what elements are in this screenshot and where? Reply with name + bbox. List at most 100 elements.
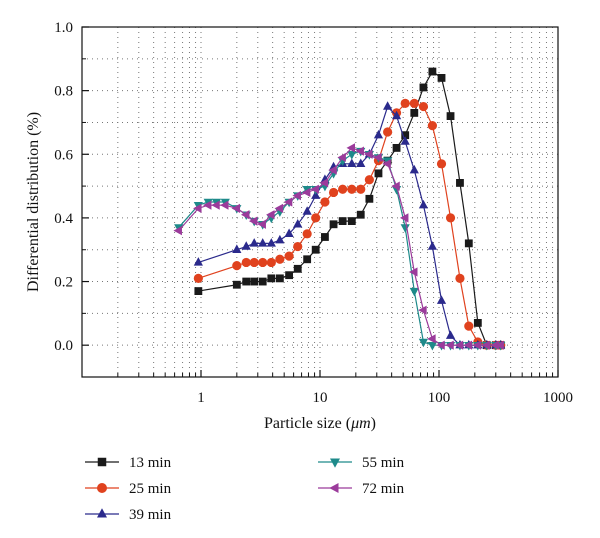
- legend-marker: [97, 508, 107, 518]
- data-point-25-min: [364, 175, 374, 185]
- data-point-13-min: [338, 217, 347, 226]
- legend-marker: [329, 483, 339, 493]
- legend-item-55-min: 55 min: [318, 455, 405, 471]
- data-point-72-min: [346, 143, 356, 153]
- grid: [82, 26, 558, 378]
- data-point-25-min: [356, 184, 366, 194]
- data-point-72-min: [193, 203, 202, 213]
- data-point-72-min: [240, 210, 250, 220]
- data-point-39-min: [383, 101, 393, 110]
- data-point-72-min: [418, 305, 427, 315]
- series-72-min: [173, 143, 504, 350]
- x-axis-label-suffix: ): [371, 415, 376, 432]
- series-line-39-min: [198, 105, 501, 346]
- data-point-39-min: [275, 234, 285, 244]
- data-point-25-min: [302, 229, 312, 239]
- y-tick-label: 0.4: [54, 211, 73, 227]
- series-line-55-min: [178, 150, 501, 346]
- data-point-72-min: [399, 213, 409, 223]
- y-tick-label: 0.0: [54, 338, 73, 354]
- y-axis-label: Differential distribution (%): [25, 112, 42, 292]
- data-point-25-min: [464, 321, 474, 331]
- data-point-13-min: [356, 210, 365, 219]
- legend: 13 min 25 min 39 min 55 min 72 min: [85, 455, 405, 523]
- data-point-55-min: [400, 224, 410, 233]
- legend-item-13-min: 13 min: [85, 455, 172, 471]
- data-point-72-min: [445, 340, 454, 350]
- data-point-25-min: [311, 213, 321, 223]
- data-point-39-min: [400, 136, 410, 145]
- data-point-39-min: [427, 241, 437, 250]
- data-point-72-min: [328, 165, 337, 175]
- data-point-39-min: [311, 190, 321, 199]
- data-point-13-min: [428, 67, 437, 76]
- axis-ticks: 1 10 100 1000 0.0 0.2 0.4 0.6 0.8 1.0: [54, 20, 573, 406]
- data-point-39-min: [302, 206, 312, 215]
- legend-label: 72 min: [362, 481, 405, 497]
- data-point-25-min: [400, 98, 410, 108]
- data-point-13-min: [374, 169, 383, 178]
- data-point-55-min: [409, 287, 419, 297]
- data-point-25-min: [455, 273, 465, 283]
- data-point-13-min: [242, 277, 251, 286]
- data-point-39-min: [241, 241, 251, 250]
- data-point-25-min: [328, 187, 339, 198]
- data-point-25-min: [241, 257, 251, 268]
- data-point-25-min: [445, 213, 456, 223]
- data-point-72-min: [310, 184, 319, 194]
- data-point-72-min: [231, 203, 241, 213]
- data-point-13-min: [194, 287, 203, 296]
- data-point-39-min: [356, 158, 366, 168]
- data-point-25-min: [249, 257, 259, 268]
- data-point-25-min: [293, 241, 303, 252]
- data-point-72-min: [274, 203, 284, 213]
- data-point-13-min: [311, 245, 320, 254]
- data-point-25-min: [284, 251, 294, 261]
- legend-label: 55 min: [362, 455, 405, 471]
- legend-label: 13 min: [129, 455, 172, 471]
- data-point-72-min: [202, 200, 212, 210]
- data-point-55-min: [418, 338, 429, 348]
- data-point-25-min: [258, 257, 268, 268]
- data-point-72-min: [319, 178, 329, 188]
- data-point-13-min: [365, 194, 374, 203]
- series-group: [173, 67, 506, 351]
- data-point-13-min: [473, 318, 482, 327]
- legend-item-25-min: 25 min: [85, 481, 172, 497]
- data-point-72-min: [373, 152, 382, 163]
- x-axis-label-unit: μm: [350, 415, 371, 432]
- data-point-13-min: [303, 255, 312, 264]
- data-point-25-min: [383, 127, 393, 137]
- data-point-25-min: [266, 257, 276, 268]
- data-point-25-min: [193, 273, 203, 283]
- y-tick-label: 1.0: [54, 20, 73, 36]
- data-point-25-min: [232, 261, 242, 271]
- data-point-72-min: [472, 340, 482, 350]
- data-point-72-min: [248, 216, 258, 226]
- x-axis-label-prefix: Particle size (: [264, 415, 351, 432]
- data-point-72-min: [266, 210, 275, 220]
- x-tick-label: 1: [197, 390, 205, 406]
- data-point-13-min: [285, 271, 294, 280]
- data-point-39-min: [373, 129, 384, 139]
- data-point-13-min: [293, 264, 302, 273]
- series-line-13-min: [198, 70, 501, 346]
- data-point-39-min: [347, 158, 357, 168]
- data-point-72-min: [220, 200, 229, 210]
- data-point-13-min: [258, 277, 267, 286]
- data-point-13-min: [410, 108, 419, 117]
- y-tick-label: 0.6: [54, 147, 73, 163]
- data-point-39-min: [284, 228, 294, 238]
- data-point-25-min: [436, 159, 447, 169]
- data-point-72-min: [481, 340, 490, 350]
- legend-label: 39 min: [129, 507, 172, 523]
- data-point-39-min: [436, 295, 447, 304]
- data-point-39-min: [258, 238, 268, 247]
- data-point-72-min: [257, 219, 266, 229]
- data-point-72-min: [382, 159, 391, 169]
- legend-label: 25 min: [129, 481, 172, 497]
- data-point-13-min: [267, 274, 276, 283]
- data-point-39-min: [249, 238, 259, 247]
- data-point-72-min: [436, 340, 445, 350]
